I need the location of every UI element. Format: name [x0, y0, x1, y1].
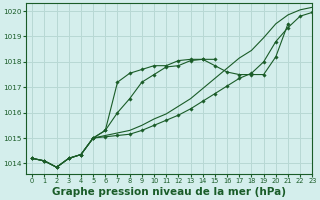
X-axis label: Graphe pression niveau de la mer (hPa): Graphe pression niveau de la mer (hPa): [52, 187, 286, 197]
